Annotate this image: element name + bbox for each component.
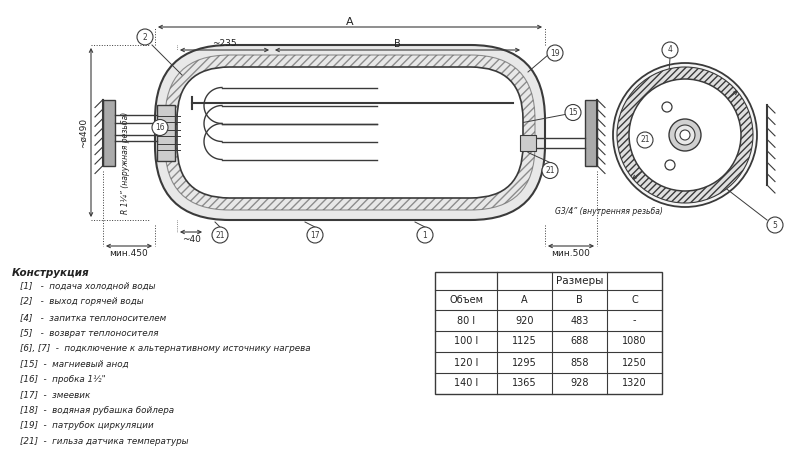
Text: 1295: 1295 (512, 357, 537, 367)
Text: 858: 858 (570, 357, 589, 367)
Text: Размеры: Размеры (556, 276, 603, 286)
Text: 483: 483 (570, 316, 589, 326)
Circle shape (417, 227, 433, 243)
Text: 928: 928 (570, 379, 589, 388)
Text: 15: 15 (568, 108, 578, 117)
Circle shape (542, 163, 558, 179)
Text: [21]  -  гильза датчика температуры: [21] - гильза датчика температуры (20, 437, 189, 446)
Text: ~40: ~40 (182, 234, 201, 243)
Text: B: B (394, 39, 401, 49)
Text: [16]  -  пробка 1½": [16] - пробка 1½" (20, 375, 106, 384)
Text: 80 l: 80 l (457, 316, 475, 326)
Text: 21: 21 (215, 230, 225, 239)
Circle shape (637, 132, 653, 148)
FancyBboxPatch shape (165, 55, 535, 210)
Text: мин.450: мин.450 (110, 248, 148, 257)
Text: R 1¼” (наружная резьба): R 1¼” (наружная резьба) (121, 111, 130, 214)
Text: 21: 21 (640, 136, 650, 145)
Text: 120 l: 120 l (454, 357, 478, 367)
Bar (435, 272, 662, 394)
Text: ~235: ~235 (212, 40, 237, 48)
Text: 19: 19 (550, 48, 560, 57)
Text: ~ø490: ~ø490 (78, 118, 87, 148)
Text: 140 l: 140 l (454, 379, 478, 388)
Text: ø240: ø240 (694, 109, 717, 131)
Text: 920: 920 (515, 316, 534, 326)
Bar (157, 105, 175, 160)
Circle shape (137, 29, 153, 45)
Text: мин.500: мин.500 (551, 248, 590, 257)
Text: [1]   -  подача холодной воды: [1] - подача холодной воды (20, 282, 155, 291)
Circle shape (565, 105, 581, 120)
Bar (585, 100, 597, 166)
Text: [15]  -  магниевый анод: [15] - магниевый анод (20, 360, 129, 369)
Text: 1250: 1250 (622, 357, 647, 367)
Bar (103, 100, 115, 166)
FancyBboxPatch shape (177, 67, 523, 198)
Text: [4]   -  запитка теплоносителем: [4] - запитка теплоносителем (20, 313, 166, 322)
Text: G3/4” (внутренняя резьба): G3/4” (внутренняя резьба) (555, 207, 663, 216)
Text: -: - (633, 316, 636, 326)
Bar (520, 135, 536, 150)
Text: A: A (346, 17, 354, 27)
Text: [6], [7]  -  подключение к альтернативному источнику нагрева: [6], [7] - подключение к альтернативному… (20, 344, 310, 353)
Circle shape (547, 45, 563, 61)
Text: 2: 2 (142, 32, 147, 41)
Text: C: C (631, 295, 638, 305)
Circle shape (767, 217, 783, 233)
Circle shape (662, 102, 672, 112)
Text: 21: 21 (546, 166, 554, 175)
Circle shape (675, 125, 695, 145)
Text: [5]   -  возврат теплоносителя: [5] - возврат теплоносителя (20, 329, 158, 338)
Circle shape (665, 160, 675, 170)
Circle shape (307, 227, 323, 243)
Text: 16: 16 (155, 123, 165, 132)
Circle shape (617, 67, 753, 203)
Circle shape (152, 119, 168, 136)
Text: 1125: 1125 (512, 336, 537, 347)
Circle shape (212, 227, 228, 243)
Text: A: A (521, 295, 528, 305)
Text: 5: 5 (773, 220, 778, 229)
Text: Конструкция: Конструкция (12, 268, 90, 278)
Text: B: B (576, 295, 583, 305)
Text: 1365: 1365 (512, 379, 537, 388)
Text: [2]   -  выход горячей воды: [2] - выход горячей воды (20, 298, 144, 307)
Circle shape (662, 42, 678, 58)
Text: 100 l: 100 l (454, 336, 478, 347)
Text: [17]  -  змеевик: [17] - змеевик (20, 391, 90, 400)
Text: 4: 4 (667, 45, 673, 54)
Text: 1: 1 (422, 230, 427, 239)
Circle shape (680, 130, 690, 140)
Text: [19]  -  патрубок циркуляции: [19] - патрубок циркуляции (20, 422, 154, 431)
Circle shape (669, 119, 701, 151)
Circle shape (613, 63, 757, 207)
FancyBboxPatch shape (155, 45, 545, 220)
Text: 688: 688 (570, 336, 589, 347)
Text: 1080: 1080 (622, 336, 646, 347)
Circle shape (629, 79, 741, 191)
Text: [18]  -  водяная рубашка бойлера: [18] - водяная рубашка бойлера (20, 406, 174, 415)
Text: 1320: 1320 (622, 379, 647, 388)
Text: Объем: Объем (449, 295, 483, 305)
Text: 17: 17 (310, 230, 320, 239)
